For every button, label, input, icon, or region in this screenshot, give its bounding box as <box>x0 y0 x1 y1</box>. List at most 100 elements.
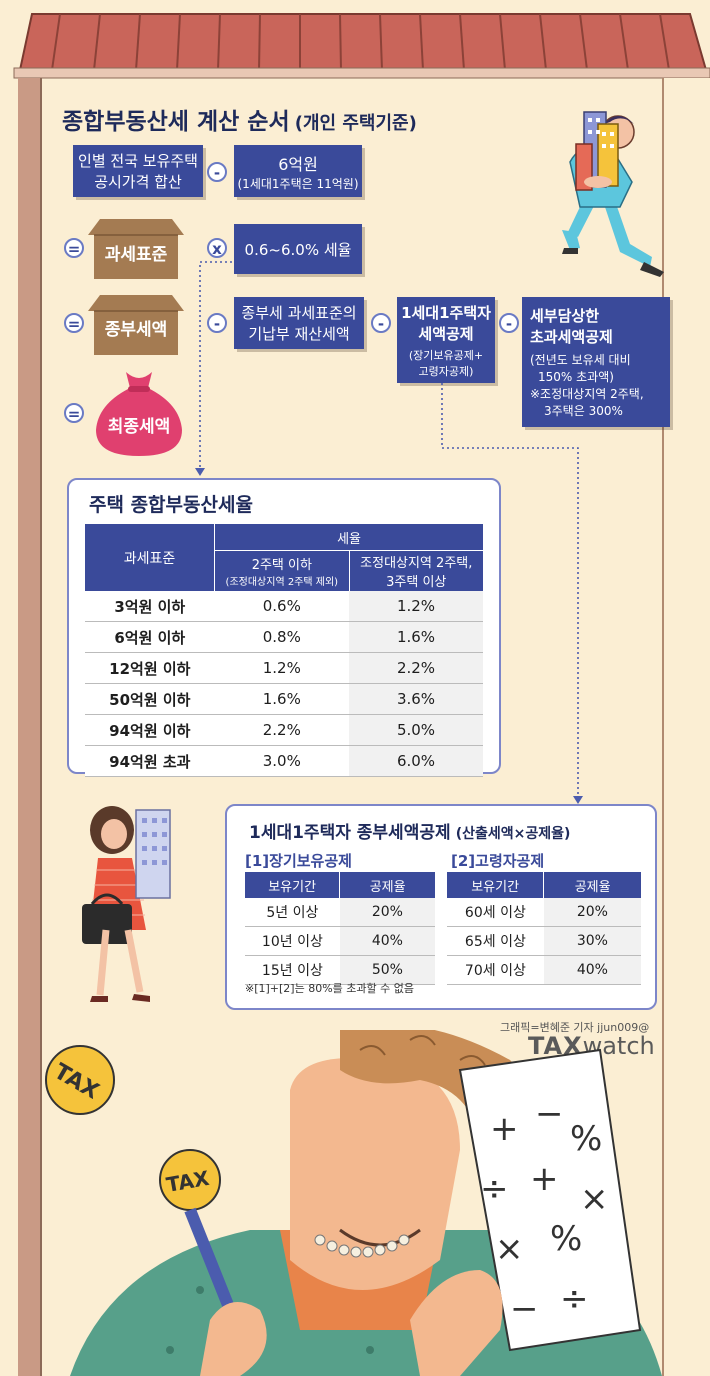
rate-col-a-note: (조정대상지역 2주택 제외) <box>225 577 339 588</box>
rate-base: 50억원 이하 <box>85 683 215 715</box>
cap-credit-line2: 초과세액공제 <box>530 328 613 346</box>
rate-a: 1.2% <box>214 652 350 684</box>
single-home-credit-box: 1세대1주택자 세액공제 (장기보유공제+ 고령자공제) <box>397 297 495 383</box>
rate-a: 2.2% <box>214 714 350 746</box>
cap-credit-note3: ※조정대상지역 2주택, <box>530 387 644 401</box>
cap-credit-box: 세부담상한 초과세액공제 (전년도 보유세 대비 150% 초과액) ※조정대상… <box>522 297 670 427</box>
old-rate: 40% <box>543 955 641 985</box>
cap-credit-line1: 세부담상한 <box>530 307 600 325</box>
right-wall <box>662 78 710 1376</box>
long-term-body: 5년 이상 20% 10년 이상 40% 15년 이상 50% <box>245 898 435 985</box>
roof-illustration <box>13 13 710 79</box>
equals-operator-3: = <box>64 403 84 423</box>
credit-title-note: (산출세액×공제율) <box>455 826 571 842</box>
table-row: 94억원 이하 2.2% 5.0% <box>85 714 483 746</box>
paper-symbol: × <box>580 1179 609 1219</box>
rate-col-b-line1: 조정대상지역 2주택, <box>360 556 473 571</box>
rate-base: 12억원 이하 <box>85 652 215 684</box>
paper-symbol: + <box>530 1159 559 1199</box>
paper-symbol: % <box>550 1219 582 1259</box>
final-tax-label: 최종세액 <box>107 417 171 437</box>
minus-operator-4: - <box>499 313 519 333</box>
left-wall <box>18 78 42 1376</box>
holdings-line2: 공시가격 합산 <box>94 173 182 191</box>
rate-table: 과세표준 세율 2주택 이하 (조정대상지역 2주택 제외) 조정대상지역 2주… <box>85 524 483 777</box>
single-home-note1: (장기보유공제+ <box>408 348 484 362</box>
cap-credit-note1: (전년도 보유세 대비 <box>530 353 631 367</box>
woman-with-tax-illustration: + − % ÷ + × × % − ÷ TAX TAX <box>45 1030 662 1376</box>
old-col-period: 보유기간 <box>447 872 545 898</box>
old-period: 65세 이상 <box>447 926 544 956</box>
rate-base: 3억원 이하 <box>85 591 215 622</box>
paper-symbol: + <box>490 1109 519 1149</box>
minus-operator-3: - <box>371 313 391 333</box>
house-shape-tax-base <box>88 219 184 279</box>
paper-symbol: ÷ <box>480 1169 509 1209</box>
table-row: 15년 이상 50% <box>245 955 435 985</box>
rate-col-base: 과세표준 <box>85 524 216 591</box>
long-col-rate: 공제율 <box>339 872 435 898</box>
equals-operator-2: = <box>64 313 84 333</box>
times-operator: x <box>207 238 227 258</box>
deduction-line2: (1세대1주택은 11억원) <box>237 176 359 191</box>
single-home-line2: 세액공제 <box>418 324 474 343</box>
rate-base: 94억원 초과 <box>85 745 215 777</box>
holdings-line1: 인별 전국 보유주택 <box>78 152 198 170</box>
rate-b: 3.6% <box>349 683 483 715</box>
rate-b: 6.0% <box>349 745 483 777</box>
long-col-period: 보유기간 <box>245 872 341 898</box>
deduction-box: 6억원 (1세대1주택은 11억원) <box>234 145 362 197</box>
long-term-table: 보유기간 공제율 5년 이상 20% 10년 이상 40% 15년 이상 50% <box>245 872 435 985</box>
byline: 그래픽=변혜준 기자 jjun009@ <box>500 1021 650 1034</box>
rate-base: 94억원 이하 <box>85 714 215 746</box>
credit-title: 1세대1주택자 종부세액공제 (산출세액×공제율) <box>249 818 570 843</box>
equals-operator-1: = <box>64 238 84 258</box>
house-label-jongbu: 종부세액 <box>104 320 168 340</box>
paper-symbol: % <box>570 1119 602 1159</box>
table-row: 50억원 이하 1.6% 3.6% <box>85 683 483 715</box>
cap-credit-note2: 150% 초과액) <box>538 370 614 384</box>
tax-rate-label: 0.6~6.0% 세율 <box>244 240 352 259</box>
credit-panel: 1세대1주택자 종부세액공제 (산출세액×공제율) [1]장기보유공제 보유기간… <box>225 804 657 1010</box>
woman-with-building-illustration <box>82 806 171 1002</box>
minus-operator-2: - <box>207 313 227 333</box>
rate-a: 0.8% <box>214 621 350 653</box>
tax-rate-box: 0.6~6.0% 세율 <box>234 224 362 274</box>
paper-symbol: − <box>535 1094 564 1134</box>
rate-b: 5.0% <box>349 714 483 746</box>
table-row: 5년 이상 20% <box>245 898 435 927</box>
rate-col-rate: 세율 <box>214 524 483 551</box>
paper-symbol: × <box>495 1229 524 1269</box>
table-row: 3억원 이하 0.6% 1.2% <box>85 591 483 622</box>
table-row: 65세 이상 30% <box>447 926 641 956</box>
table-row: 12억원 이하 1.2% 2.2% <box>85 652 483 684</box>
minus-operator-1: - <box>207 162 227 182</box>
rate-a: 1.6% <box>214 683 350 715</box>
elderly-table: 보유기간 공제율 60세 이상 20% 65세 이상 30% 70세 이상 40% <box>447 872 641 985</box>
single-home-note2: 고령자공제) <box>418 364 474 378</box>
rate-col-b-line2: 3주택 이상 <box>386 575 447 590</box>
cap-credit-note4: 3주택은 300% <box>544 404 623 418</box>
long-rate: 20% <box>339 898 435 927</box>
elderly-title: [2]고령자공제 <box>451 852 545 870</box>
paper-symbol: − <box>510 1289 539 1329</box>
long-rate: 50% <box>339 955 435 985</box>
table-row: 70세 이상 40% <box>447 955 641 985</box>
rate-col-b: 조정대상지역 2주택, 3주택 이상 <box>349 550 483 591</box>
old-rate: 20% <box>543 898 641 927</box>
property-tax-line1: 종부세 과세표준의 <box>241 304 357 322</box>
old-period: 70세 이상 <box>447 955 544 985</box>
house-shape-jongbu <box>88 295 184 355</box>
rate-a: 0.6% <box>214 591 350 622</box>
elderly-body: 60세 이상 20% 65세 이상 30% 70세 이상 40% <box>447 898 641 985</box>
rate-a: 3.0% <box>214 745 350 777</box>
property-tax-box: 종부세 과세표준의 기납부 재산세액 <box>234 297 364 349</box>
table-row: 6억원 이하 0.8% 1.6% <box>85 621 483 653</box>
table-row: 60세 이상 20% <box>447 898 641 927</box>
long-period: 10년 이상 <box>245 926 340 956</box>
rate-b: 1.6% <box>349 621 483 653</box>
long-period: 5년 이상 <box>245 898 340 927</box>
old-rate: 30% <box>543 926 641 956</box>
old-period: 60세 이상 <box>447 898 544 927</box>
table-row: 10년 이상 40% <box>245 926 435 956</box>
